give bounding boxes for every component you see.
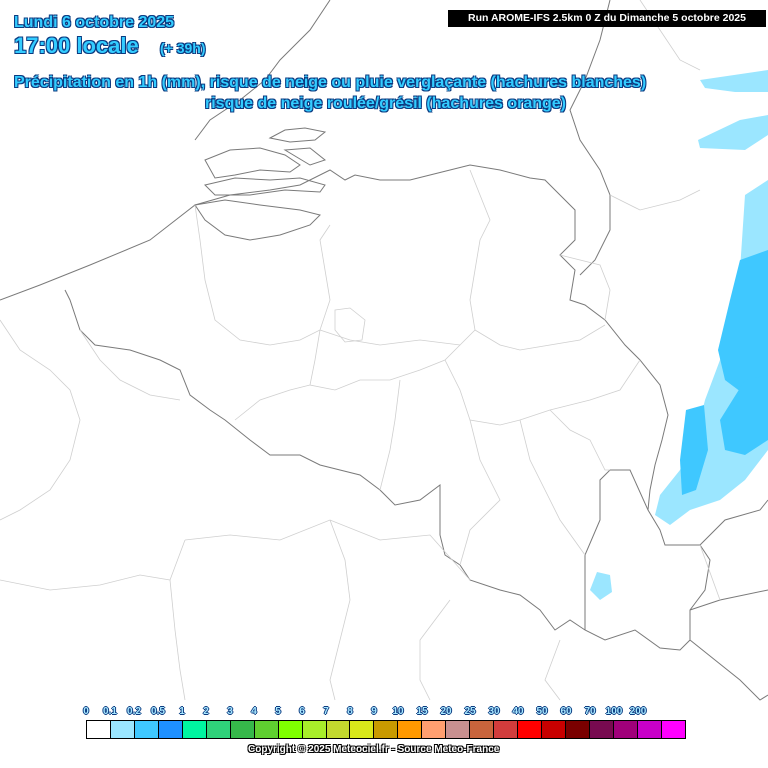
legend-label: 60 — [560, 706, 572, 717]
legend-swatch — [661, 721, 685, 738]
legend-swatch — [422, 721, 447, 738]
legend-swatch — [494, 721, 519, 738]
legend-label: 1 — [179, 706, 185, 717]
map-title-line1: Précipitation en 1h (mm), risque de neig… — [14, 74, 647, 91]
legend-label: 5 — [275, 706, 281, 717]
coast-islands — [194, 127, 327, 241]
region-borders — [0, 0, 721, 701]
legend-swatch — [134, 721, 159, 738]
legend-label: 0.2 — [127, 706, 141, 717]
legend-label: 2 — [203, 706, 209, 717]
precip-area-north — [698, 70, 768, 150]
legend-label: 200 — [629, 706, 647, 717]
legend-label: 0.1 — [103, 706, 117, 717]
legend-swatch — [206, 721, 231, 738]
legend-label: 40 — [512, 706, 524, 717]
forecast-lead-time: (+ 39h) — [160, 40, 206, 56]
forecast-date: Lundi 6 octobre 2025 — [14, 14, 175, 31]
legend-swatch — [446, 721, 471, 738]
legend-swatch — [230, 721, 255, 738]
model-run-info: Run AROME-IFS 2.5km 0 Z du Dimanche 5 oc… — [448, 10, 766, 27]
legend-swatch — [613, 721, 638, 738]
legend-swatch — [542, 721, 567, 738]
precip-area-east-core2 — [720, 375, 768, 455]
legend-label: 7 — [323, 706, 329, 717]
legend-label: 15 — [416, 706, 428, 717]
legend-label: 10 — [392, 706, 404, 717]
legend-label: 50 — [536, 706, 548, 717]
precip-area-east-core — [718, 250, 768, 395]
legend-swatch — [254, 721, 279, 738]
legend-label: 70 — [584, 706, 596, 717]
legend-label: 0 — [83, 706, 89, 717]
legend-label: 4 — [251, 706, 257, 717]
legend-swatch — [590, 721, 614, 738]
legend-label: 100 — [605, 706, 623, 717]
legend-swatch — [110, 721, 135, 738]
legend-swatch — [518, 721, 543, 738]
legend-swatch — [158, 721, 183, 738]
legend-swatch — [182, 721, 207, 738]
legend-swatch — [637, 721, 662, 738]
legend-labels: 0 0.1 0.2 0.5 1 2 3 4 5 6 7 8 9 10 15 20 25 30 40 50 60 70 100… — [83, 706, 686, 718]
copyright-notice: Copyright © 2025 Meteociel.fr - Source M… — [248, 744, 500, 755]
precip-area-strip — [680, 405, 708, 495]
legend-label: 3 — [227, 706, 233, 717]
legend-label: 25 — [464, 706, 476, 717]
legend-label: 0.5 — [151, 706, 165, 717]
legend-swatch — [302, 721, 327, 738]
legend-swatch — [470, 721, 495, 738]
legend-label: 30 — [488, 706, 500, 717]
legend-swatch — [278, 721, 303, 738]
precipitation-areas — [590, 70, 768, 600]
legend-label: 20 — [440, 706, 452, 717]
legend-label: 9 — [371, 706, 377, 717]
legend-label: 8 — [347, 706, 353, 717]
legend-swatch — [350, 721, 375, 738]
legend-swatch — [374, 721, 399, 738]
legend-swatch — [87, 721, 111, 738]
map-title-line2: risque de neige roulée/grésil (hachures … — [205, 95, 566, 112]
legend-swatch — [566, 721, 591, 738]
forecast-time: 17:00 locale — [14, 33, 139, 58]
legend-colorbar — [86, 720, 686, 739]
legend-swatch — [398, 721, 423, 738]
precip-area-small — [590, 572, 612, 600]
legend-label: 6 — [299, 706, 305, 717]
legend-swatch — [326, 721, 351, 738]
